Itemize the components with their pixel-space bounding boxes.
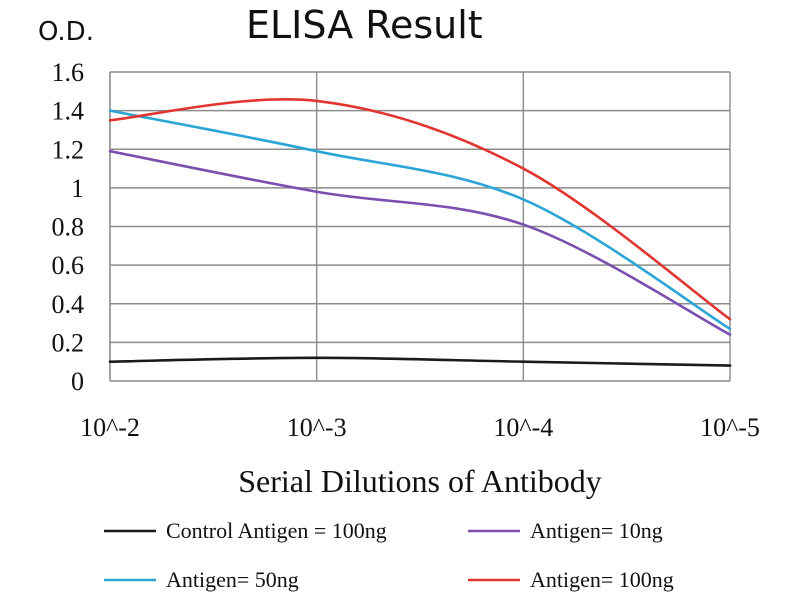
series-line-2 <box>108 109 732 331</box>
chart-title: ELISA Result <box>246 3 483 47</box>
x-axis-label: Serial Dilutions of Antibody <box>238 463 602 499</box>
legend-label: Antigen= 50ng <box>166 567 299 592</box>
y-tick-labels: 0 0.2 0.4 0.6 0.8 1 1.2 1.4 1.6 <box>52 58 85 396</box>
y-axis-label: O.D. <box>38 17 94 47</box>
series-lines <box>108 98 732 367</box>
y-tick-label: 0.4 <box>52 290 85 319</box>
series-line-1 <box>108 149 732 336</box>
series-line-3 <box>108 98 732 321</box>
y-tick-label: 0.8 <box>52 213 85 242</box>
legend: Control Antigen = 100ng Antigen= 10ng Anti… <box>104 518 674 592</box>
legend-label: Antigen= 100ng <box>530 567 674 592</box>
gridlines <box>109 71 731 382</box>
x-tick-labels: 10^-2 10^-3 10^-4 10^-5 <box>80 413 760 442</box>
legend-label: Antigen= 10ng <box>530 518 663 543</box>
y-tick-label: 1 <box>71 174 84 203</box>
legend-label: Control Antigen = 100ng <box>166 518 387 543</box>
y-tick-label: 1.6 <box>52 58 85 87</box>
y-tick-label: 0.6 <box>52 251 85 280</box>
x-tick-label: 10^-4 <box>493 413 553 442</box>
x-tick-label: 10^-5 <box>700 413 760 442</box>
y-tick-label: 0 <box>71 367 84 396</box>
y-tick-label: 1.4 <box>52 97 85 126</box>
x-tick-label: 10^-3 <box>287 413 347 442</box>
x-tick-label: 10^-2 <box>80 413 140 442</box>
y-tick-label: 0.2 <box>52 328 85 357</box>
y-tick-label: 1.2 <box>52 135 85 164</box>
series-line-0 <box>108 356 732 367</box>
